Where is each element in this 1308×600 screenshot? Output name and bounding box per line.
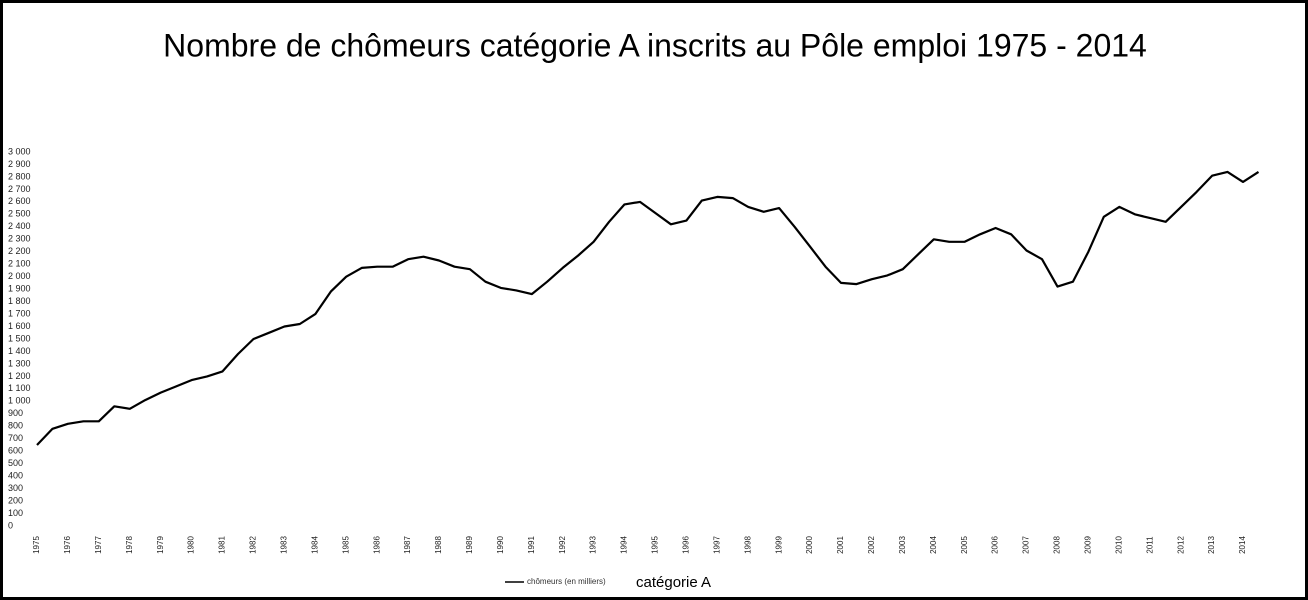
x-tick-label: 1998	[743, 536, 752, 554]
y-tick-label: 1 900	[8, 284, 31, 294]
x-tick-label: 2002	[867, 536, 876, 554]
y-tick-label: 1 700	[8, 308, 31, 318]
x-tick-label: 1982	[249, 536, 258, 554]
x-tick-label: 1992	[558, 536, 567, 554]
x-tick-label: 1977	[94, 536, 103, 554]
x-tick-label: 2010	[1114, 536, 1123, 554]
x-tick-label: 1991	[527, 536, 536, 554]
y-tick-label: 2 800	[8, 171, 31, 181]
y-tick-label: 2 600	[8, 196, 31, 206]
x-tick-label: 2011	[1145, 536, 1154, 554]
y-tick-label: 0	[8, 520, 13, 530]
x-tick-label: 1999	[774, 536, 783, 554]
x-tick-label: 1997	[712, 536, 721, 554]
x-tick-label: 2003	[898, 536, 907, 554]
x-tick-label: 2004	[929, 536, 938, 554]
y-tick-label: 500	[8, 458, 23, 468]
chart-title: Nombre de chômeurs catégorie A inscrits …	[163, 27, 1147, 63]
y-tick-label: 900	[8, 408, 23, 418]
y-tick-label: 2 700	[8, 184, 31, 194]
x-tick-label: 1979	[156, 536, 165, 554]
x-tick-label: 2008	[1053, 536, 1062, 554]
y-tick-label: 100	[8, 508, 23, 518]
x-tick-label: 1975	[32, 536, 41, 554]
y-tick-label: 2 500	[8, 209, 31, 219]
y-tick-label: 800	[8, 421, 23, 431]
y-tick-label: 1 500	[8, 333, 31, 343]
x-tick-label: 1996	[681, 536, 690, 554]
x-tick-label: 1989	[465, 536, 474, 554]
data-line	[36, 170, 1260, 446]
y-tick-label: 1 300	[8, 358, 31, 368]
x-tick-label: 1986	[372, 536, 381, 554]
y-tick-label: 2 300	[8, 234, 31, 244]
x-tick-label: 2014	[1238, 536, 1247, 554]
x-tick-label: 2013	[1207, 536, 1216, 554]
y-tick-label: 2 000	[8, 271, 31, 281]
y-tick-label: 300	[8, 483, 23, 493]
y-tick-label: 1 400	[8, 346, 31, 356]
y-tick-label: 1 800	[8, 296, 31, 306]
x-tick-label: 1983	[279, 536, 288, 554]
y-tick-label: 700	[8, 433, 23, 443]
x-tick-label: 1984	[310, 536, 319, 554]
y-tick-label: 1 000	[8, 396, 31, 406]
x-tick-label: 2007	[1022, 536, 1031, 554]
x-tick-label: 1976	[63, 536, 72, 554]
x-tick-label: 1985	[341, 536, 350, 554]
y-tick-label: 2 900	[8, 159, 31, 169]
x-tick-label: 2009	[1083, 536, 1092, 554]
y-tick-label: 1 200	[8, 371, 31, 381]
y-tick-label: 400	[8, 471, 23, 481]
x-tick-label: 2006	[991, 536, 1000, 554]
y-tick-label: 200	[8, 495, 23, 505]
y-tick-label: 2 100	[8, 259, 31, 269]
y-tick-label: 1 100	[8, 383, 31, 393]
x-tick-label: 1993	[589, 536, 598, 554]
y-tick-label: 2 200	[8, 246, 31, 256]
legend-label: chômeurs (en milliers)	[527, 577, 606, 586]
x-tick-label: 2005	[960, 536, 969, 554]
x-tick-label: 1980	[187, 536, 196, 554]
x-tick-label: 1994	[620, 536, 629, 554]
x-tick-label: 1987	[403, 536, 412, 554]
x-tick-label: 1978	[125, 536, 134, 554]
y-tick-label: 1 600	[8, 321, 31, 331]
x-axis-label: catégorie A	[636, 574, 711, 591]
x-tick-label: 1981	[218, 536, 227, 554]
x-tick-label: 1988	[434, 536, 443, 554]
x-tick-label: 2001	[836, 536, 845, 554]
x-tick-label: 1990	[496, 536, 505, 554]
y-tick-label: 600	[8, 446, 23, 456]
x-tick-label: 2000	[805, 536, 814, 554]
y-tick-label: 2 400	[8, 221, 31, 231]
y-tick-label: 3 000	[8, 146, 31, 156]
x-tick-label: 1995	[651, 536, 660, 554]
x-tick-label: 2012	[1176, 536, 1185, 554]
